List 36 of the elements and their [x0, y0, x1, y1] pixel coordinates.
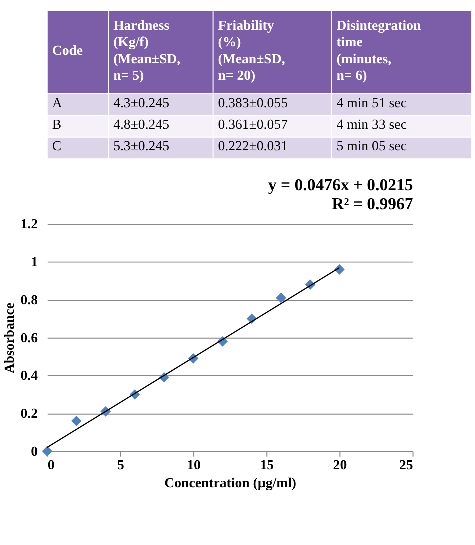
y-tick-label: 1.2 — [20, 216, 38, 232]
text: 4 min 33 sec — [336, 116, 407, 132]
y-tick-label: 0.2 — [20, 406, 38, 422]
text: 5.3±0.245 — [114, 138, 170, 154]
text: 0.361±0.057 — [218, 116, 288, 132]
y-tick-label: 0.8 — [20, 292, 38, 308]
text: 4 min 51 sec — [336, 95, 407, 110]
text: 4.3±0.245 — [114, 95, 170, 110]
text: B — [52, 116, 62, 132]
text: 5 min 05 sec — [336, 138, 407, 154]
text: A — [52, 95, 62, 110]
x-tick-label: 10 — [187, 458, 202, 473]
y-axis-title: Absorbance — [2, 303, 17, 374]
x-tick-label: 15 — [260, 458, 274, 473]
point — [42, 446, 53, 457]
point — [71, 416, 82, 426]
point — [276, 292, 286, 304]
x-tick-label: 20 — [333, 458, 348, 473]
text: R² = 0.9967 — [332, 194, 414, 214]
text: 0.222±0.031 — [218, 138, 288, 154]
text: Hardness (Kg/f) (Mean±SD, n= 5) — [114, 18, 181, 84]
y-tick-label: 1 — [31, 254, 38, 270]
text: 4.8±0.245 — [114, 116, 170, 132]
text: 0.383±0.055 — [218, 95, 288, 110]
text: Disintegration time (minutes, n= 6) — [336, 18, 422, 84]
y-tick-label: 0.6 — [20, 330, 38, 346]
text: Code — [52, 42, 84, 58]
x-tick-label: 5 — [118, 458, 125, 473]
x-axis-title: Concentration (µg/ml) — [164, 475, 297, 492]
y-tick-label: 0.4 — [20, 368, 38, 384]
text: Friability (%) (Mean±SD, n= 20) — [218, 18, 286, 84]
y-tick-label: 0 — [31, 444, 38, 459]
text: y = 0.0476x + 0.0215 — [268, 176, 414, 195]
text: C — [52, 138, 62, 154]
x-tick-label: 25 — [399, 458, 414, 473]
x-tick-label: 0 — [48, 458, 55, 473]
